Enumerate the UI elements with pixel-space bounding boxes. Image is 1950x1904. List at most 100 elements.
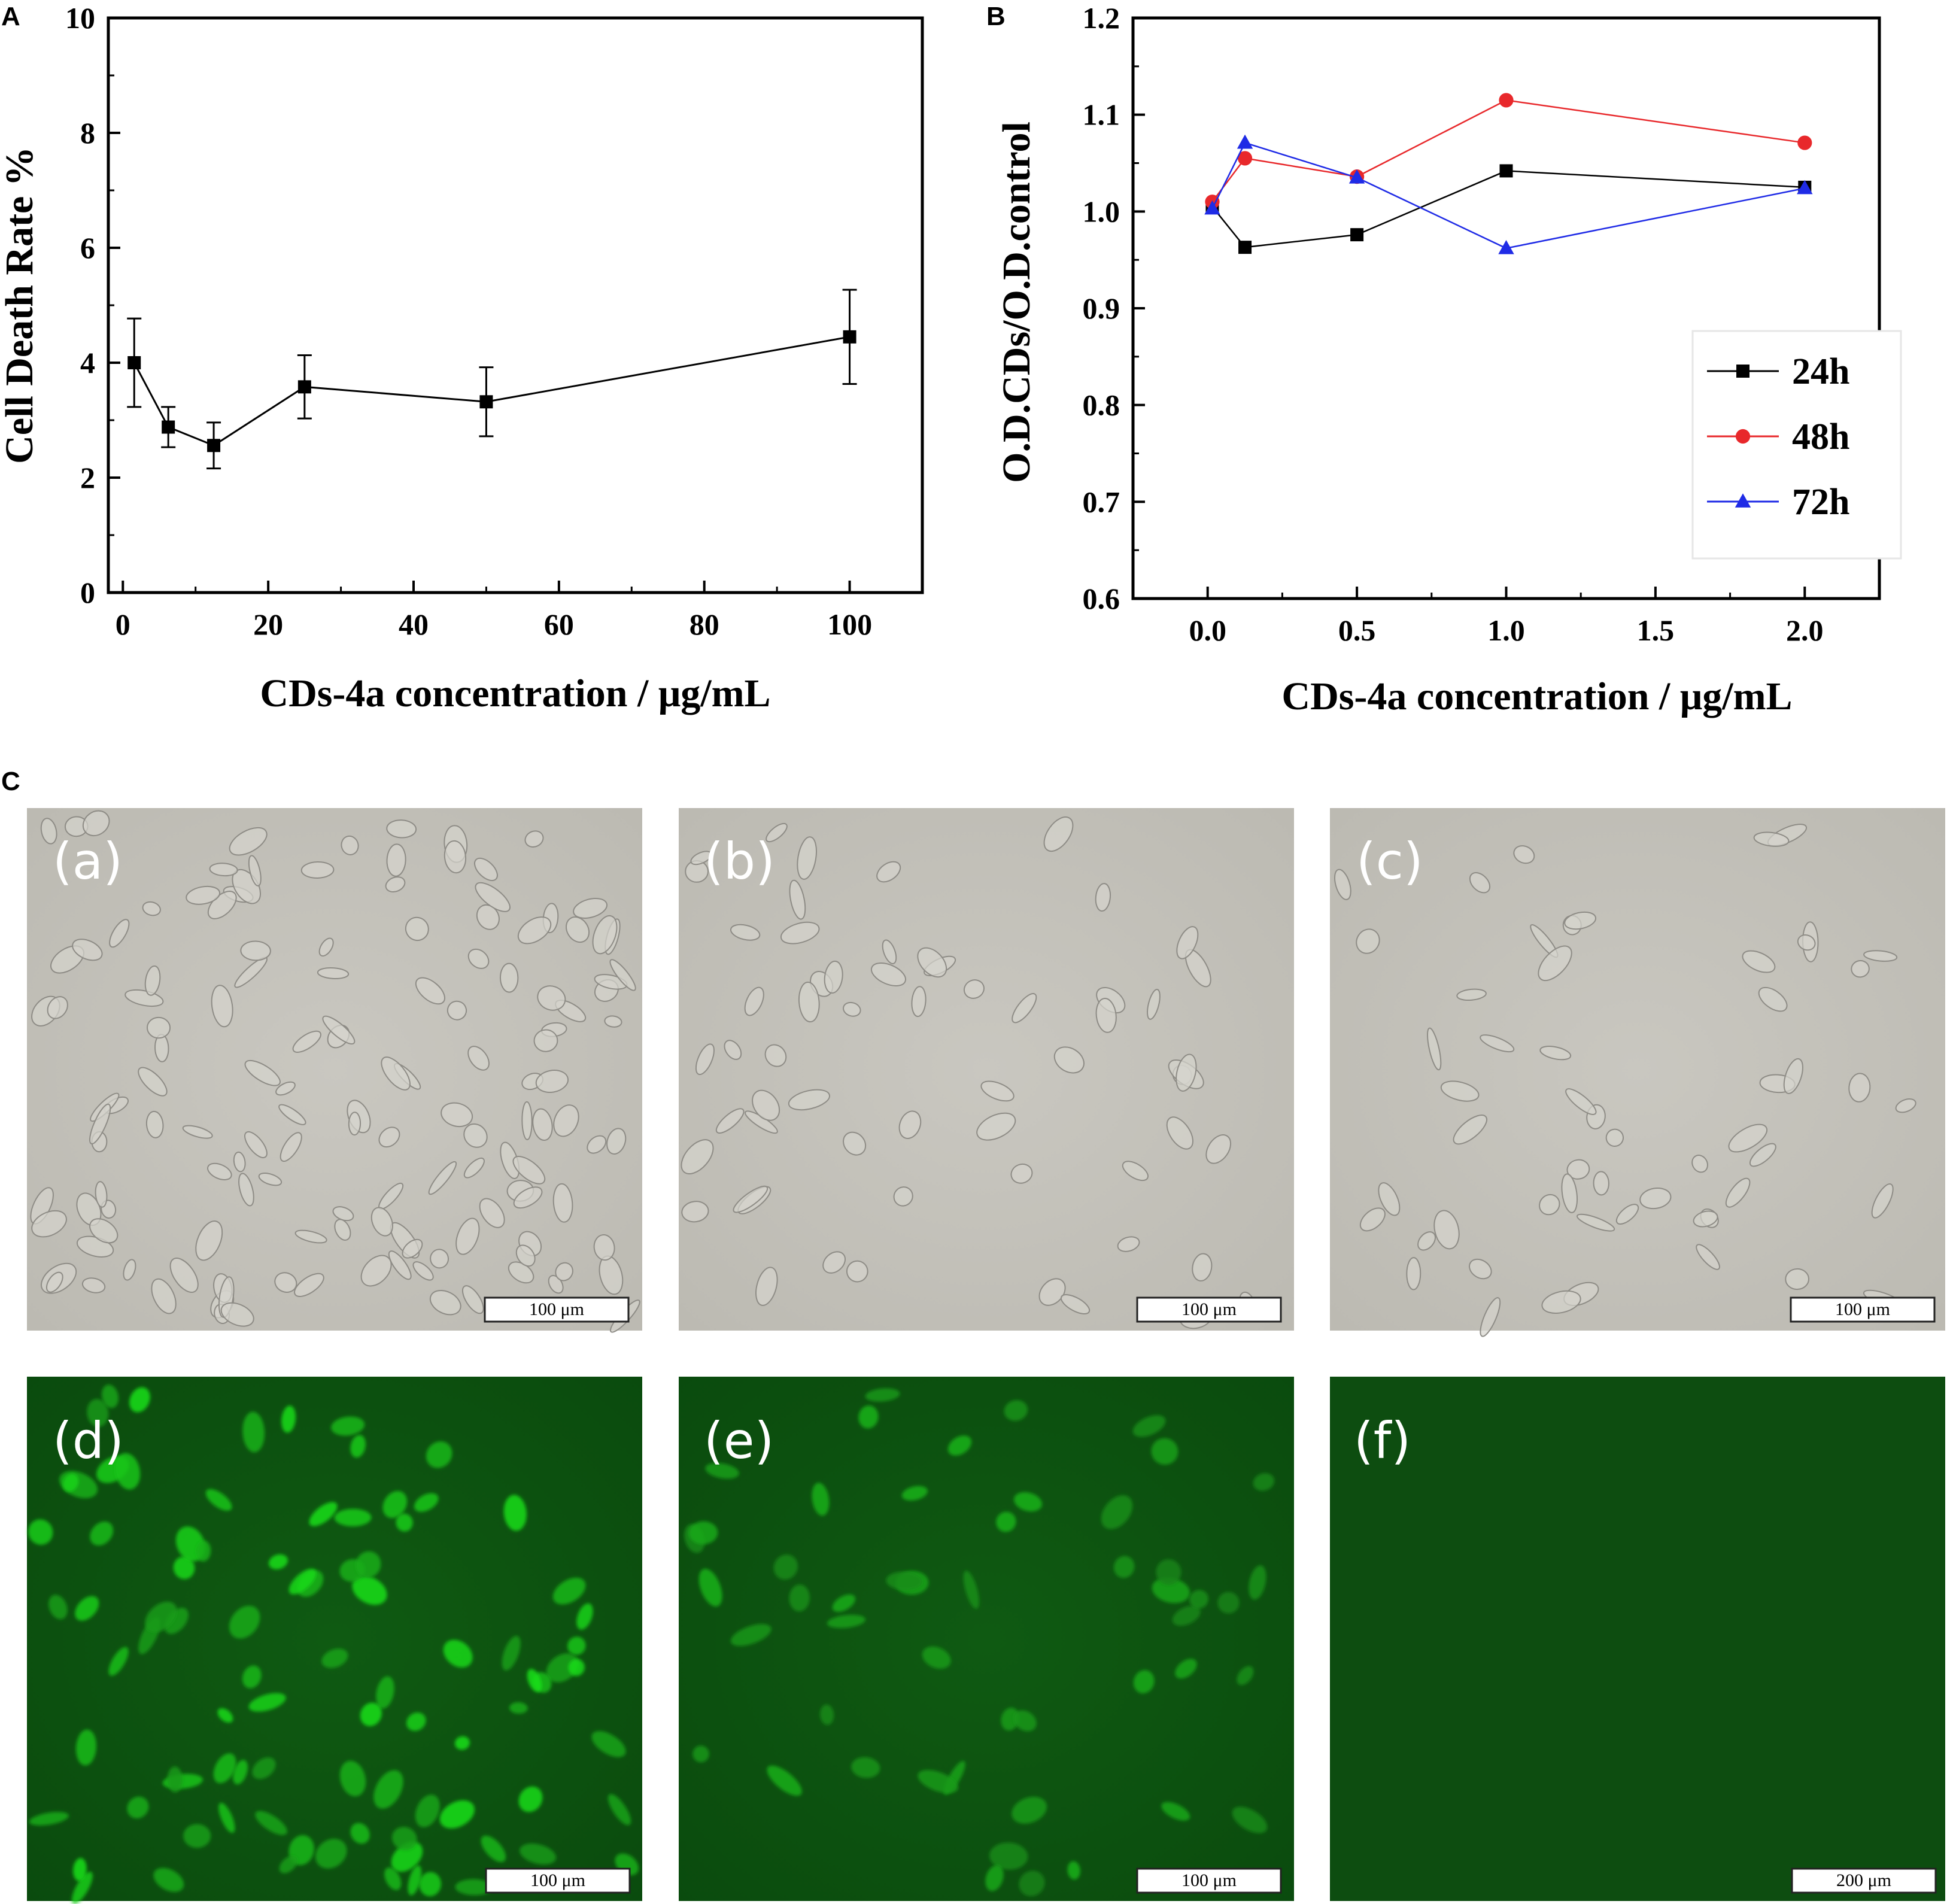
chart-b-y-tick-label: 0.8 [1083, 388, 1120, 422]
cell [553, 1104, 579, 1137]
cell [681, 1201, 709, 1223]
cell [1577, 1213, 1615, 1232]
fluorescent-cell [279, 1856, 298, 1873]
cell [882, 939, 897, 964]
cell [1176, 926, 1199, 959]
fluorescent-cell [1249, 1565, 1266, 1600]
fluorescent-cell [356, 1551, 381, 1578]
cell [258, 1172, 283, 1186]
cell [876, 861, 901, 883]
cell [537, 985, 566, 1011]
cell [341, 835, 359, 855]
cell [386, 819, 417, 839]
cell [1147, 989, 1161, 1020]
fluorescent-cell [1013, 1710, 1037, 1732]
fluorescent-cell [71, 1872, 93, 1904]
fluorescent-cell [1217, 1592, 1240, 1614]
fluorescent-cell [391, 1841, 423, 1872]
fluorescent-cell [963, 1571, 979, 1609]
cell [1426, 1027, 1442, 1071]
fluorescent-cell [62, 1474, 79, 1492]
micrograph-c: (c) 100 μm [1330, 808, 1945, 1337]
fluorescent-cell [789, 1584, 810, 1612]
chart-b-data-point-48h [1499, 93, 1514, 108]
cell [1417, 1231, 1436, 1251]
fluorescent-cell [865, 1388, 900, 1402]
fluorescent-cell [1151, 1438, 1178, 1465]
micrograph-e-scale-bar: 100 μm [1136, 1867, 1282, 1894]
cell [980, 1080, 1015, 1102]
cell [430, 1249, 449, 1269]
cell [378, 1126, 400, 1148]
chart-b-legend: 24h 48h 72h [1691, 330, 1902, 560]
fluorescent-cell [75, 1729, 97, 1766]
cell [1785, 1268, 1810, 1290]
cell [31, 1210, 67, 1238]
fluorescent-cell [281, 1405, 296, 1433]
cell [1639, 1188, 1672, 1210]
cell [274, 1272, 297, 1293]
fluorescent-cell [552, 1577, 586, 1605]
fluorescent-cell [183, 1824, 211, 1848]
fluorescent-cell [567, 1636, 586, 1656]
fluorescent-cell [218, 1802, 235, 1833]
cell [405, 916, 429, 942]
cell [1696, 1244, 1720, 1270]
cell [789, 879, 806, 920]
chart-b-y-tick-label: 0.9 [1083, 291, 1120, 325]
chart-b-legend-label-72h: 72h [1792, 482, 1849, 523]
cell [441, 1102, 473, 1128]
cell [744, 986, 764, 1016]
cell [207, 1162, 232, 1180]
micrograph-b-scale-bar: 100 μm [1136, 1296, 1282, 1323]
cell [275, 1081, 296, 1096]
cell [1469, 1258, 1492, 1280]
cell [1539, 1046, 1572, 1061]
micrograph-a-cells [30, 810, 640, 1333]
cell [1564, 911, 1597, 930]
fluorescent-cell [309, 1502, 338, 1526]
chart-b-series-line-72h [1211, 142, 1805, 250]
micrograph-e-cells [684, 1388, 1275, 1897]
micrograph-d-label: (d) [53, 1411, 124, 1470]
cell [412, 1261, 434, 1281]
cell [1605, 1128, 1624, 1147]
cell [72, 939, 103, 961]
fluorescent-cell [384, 1867, 402, 1890]
fluorescent-cell [48, 1595, 68, 1620]
fluorescent-cell [248, 1693, 286, 1712]
fluorescent-cell [360, 1702, 382, 1726]
cell [573, 898, 608, 919]
micrograph-a: (a) 100 μm [27, 808, 642, 1333]
cell [220, 1302, 254, 1327]
chart-a-x-tick-label: 40 [399, 608, 429, 641]
cell [1095, 883, 1111, 912]
cell [1480, 1297, 1501, 1337]
cell [429, 1289, 461, 1316]
fluorescent-cell [455, 1879, 493, 1896]
fluorescent-cell [996, 1511, 1016, 1532]
fluorescent-cell [1113, 1556, 1135, 1578]
fluorescent-cell [382, 1490, 408, 1519]
cell [898, 1110, 922, 1139]
micrograph-b-label: (b) [704, 832, 775, 891]
chart-a-series-line [133, 336, 850, 447]
fluorescent-cell [773, 1554, 798, 1580]
chart-b-data-point-48h [1237, 151, 1253, 166]
cell [360, 1255, 392, 1287]
fluorescent-cell [408, 1865, 422, 1896]
chart-a-data-point [207, 439, 221, 453]
fluorescent-cell [886, 1571, 923, 1590]
cell [1038, 1278, 1066, 1306]
fluorescent-cell [1014, 1492, 1043, 1512]
cell [348, 1112, 362, 1136]
fluorescent-cell [331, 1416, 365, 1436]
cell [1783, 1058, 1803, 1094]
fluorescent-cell [827, 1614, 866, 1629]
fluorescent-cell [213, 1753, 236, 1784]
fluorescent-cell [1175, 1659, 1197, 1679]
cell [123, 1259, 136, 1281]
cell [764, 1044, 787, 1067]
cell [681, 1139, 714, 1174]
fluorescent-cell [350, 1435, 366, 1458]
